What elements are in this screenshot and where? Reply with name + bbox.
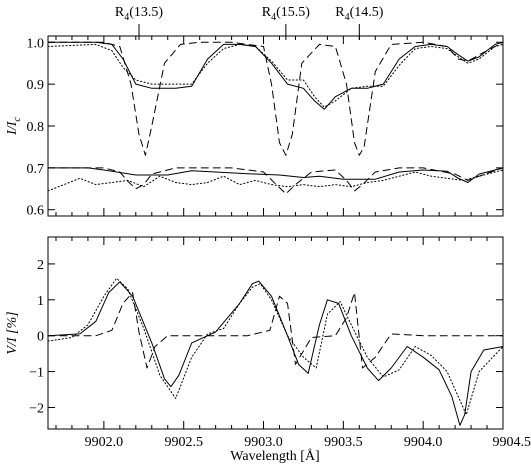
top-plot-frame bbox=[47, 35, 504, 217]
panel-top: 0.6 0.7 0.8 0.9 1.0 I/Ic bbox=[5, 35, 504, 219]
top-ytick-label: 0.8 bbox=[27, 120, 45, 135]
bottom-series-0-solid-line bbox=[47, 280, 504, 426]
bottom-ytick-label: −1 bbox=[29, 366, 44, 381]
top-series-1-dotted-line bbox=[47, 43, 504, 108]
annotation-label: R4(13.5) bbox=[115, 5, 164, 23]
x-axis-label: Wavelength [Å] bbox=[230, 448, 319, 464]
top-x-ticks bbox=[55, 36, 504, 216]
bottom-ytick-label: 1 bbox=[37, 294, 44, 309]
bottom-series-group bbox=[47, 277, 504, 426]
bottom-ytick-label: −2 bbox=[29, 401, 44, 416]
top-ytick-label: 0.7 bbox=[27, 162, 45, 177]
top-ytick-label: 0.9 bbox=[27, 78, 45, 93]
line-annotations: R4(13.5) R4(15.5) R4(14.5) bbox=[115, 5, 384, 40]
bottom-plot-frame bbox=[47, 236, 504, 430]
top-series-0-solid-line bbox=[47, 41, 504, 110]
top-ytick-label: 0.6 bbox=[27, 204, 45, 219]
top-series-5-dashed-line bbox=[47, 167, 504, 195]
bottom-xtick-label: 9902.0 bbox=[85, 435, 124, 450]
top-series-3-solid-line bbox=[47, 167, 504, 183]
bottom-series-2-dashed-line bbox=[47, 292, 504, 369]
bottom-ytick-label: 2 bbox=[37, 258, 44, 273]
bottom-xtick-label: 9902.5 bbox=[164, 435, 203, 450]
top-y-axis-label: I/Ic bbox=[5, 117, 23, 136]
annotation-label: R4(14.5) bbox=[335, 5, 384, 23]
top-y-ticks: 0.6 0.7 0.8 0.9 1.0 bbox=[27, 36, 503, 219]
bottom-ytick-label: 0 bbox=[37, 330, 44, 345]
top-series-2-dashed-line bbox=[47, 41, 504, 156]
bottom-y-ticks: −2 −1 0 1 2 bbox=[29, 258, 503, 416]
top-series-4-dotted-line bbox=[47, 169, 504, 192]
bottom-xtick-label: 9903.5 bbox=[324, 435, 363, 450]
annotation-label: R4(15.5) bbox=[262, 5, 311, 23]
top-ytick-label: 1.0 bbox=[27, 36, 45, 51]
bottom-y-axis-label: V/I [%] bbox=[5, 311, 20, 354]
bottom-series-1-dotted-line bbox=[47, 277, 504, 416]
bottom-xtick-label: 9903.0 bbox=[244, 435, 283, 450]
top-series-group bbox=[47, 41, 504, 195]
bottom-x-ticks: 9902.0 9902.5 9903.0 9903.5 9904.0 9904.5 bbox=[55, 237, 531, 450]
bottom-xtick-label: 9904.0 bbox=[404, 435, 443, 450]
bottom-xtick-label: 9904.5 bbox=[493, 435, 531, 450]
